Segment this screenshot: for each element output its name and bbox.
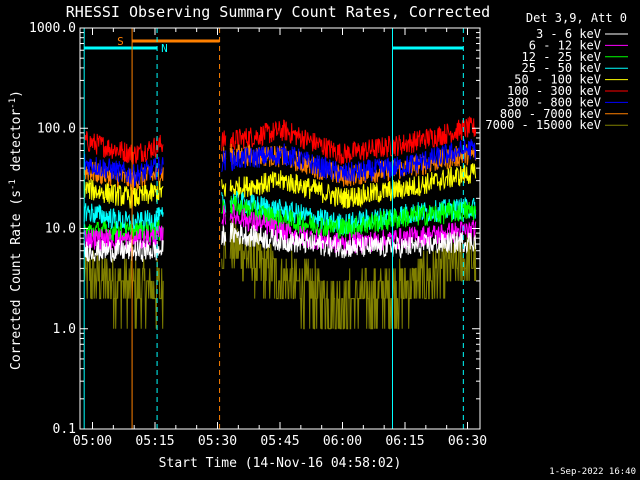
x-tick-label-2: 05:30 bbox=[198, 434, 237, 449]
y-tick-label-1: 1.0 bbox=[53, 322, 76, 337]
legend-label-6: 300 - 800 keV bbox=[507, 95, 601, 109]
footer-date: 1-Sep-2022 16:40 bbox=[549, 467, 636, 477]
legend-label-0: 3 - 6 keV bbox=[536, 27, 601, 41]
x-tick-label-5: 06:15 bbox=[385, 434, 424, 449]
legend-label-2: 12 - 25 keV bbox=[522, 50, 601, 64]
y-tick-label-0: 0.1 bbox=[53, 422, 76, 437]
y-tick-label-4: 1000.0 bbox=[29, 21, 76, 36]
y-axis-label: Corrected Count Rate (s-1 detector-1) bbox=[8, 90, 24, 370]
x-tick-label-0: 05:00 bbox=[73, 434, 112, 449]
x-tick-label-6: 06:30 bbox=[448, 434, 487, 449]
legend-label-1: 6 - 12 keV bbox=[529, 38, 601, 52]
legend-label-3: 25 - 50 keV bbox=[522, 61, 601, 75]
legend-label-5: 100 - 300 keV bbox=[507, 84, 601, 98]
saa-label: S bbox=[117, 35, 124, 48]
series-line-4 bbox=[83, 163, 477, 209]
series-line-0 bbox=[83, 222, 477, 264]
legend-title: Det 3,9, Att 0 bbox=[526, 11, 627, 25]
night-label: N bbox=[161, 42, 168, 55]
x-tick-label-3: 05:45 bbox=[260, 434, 299, 449]
plot-area: SN bbox=[83, 28, 477, 429]
x-axis-label: Start Time (14-Nov-16 04:58:02) bbox=[159, 456, 402, 471]
chart-title: RHESSI Observing Summary Count Rates, Co… bbox=[66, 3, 490, 21]
x-tick-label-1: 05:15 bbox=[135, 434, 174, 449]
series-line-6 bbox=[83, 138, 477, 188]
x-tick-label-4: 06:00 bbox=[323, 434, 362, 449]
legend-label-4: 50 - 100 keV bbox=[514, 73, 601, 87]
legend-label-8: 7000 - 15000 keV bbox=[485, 118, 601, 132]
y-tick-label-2: 10.0 bbox=[45, 222, 76, 237]
y-tick-label-3: 100.0 bbox=[37, 121, 76, 136]
x-axis: 05:00 05:15 05:30 05:45 06:00 06:15 06:30 bbox=[73, 28, 487, 449]
y-axis-label-exponent-2: -1 bbox=[8, 98, 18, 109]
legend-label-7: 800 - 7000 keV bbox=[500, 107, 601, 121]
series-line-5 bbox=[83, 115, 477, 165]
series-line-1 bbox=[83, 203, 477, 254]
y-axis: 0.1 1.0 10.0 100.0 1000.0 bbox=[29, 21, 480, 437]
y-axis-label-exponent-1: -1 bbox=[8, 179, 18, 190]
